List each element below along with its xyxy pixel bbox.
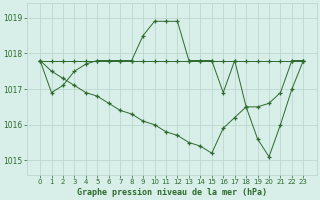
X-axis label: Graphe pression niveau de la mer (hPa): Graphe pression niveau de la mer (hPa) bbox=[77, 188, 267, 197]
